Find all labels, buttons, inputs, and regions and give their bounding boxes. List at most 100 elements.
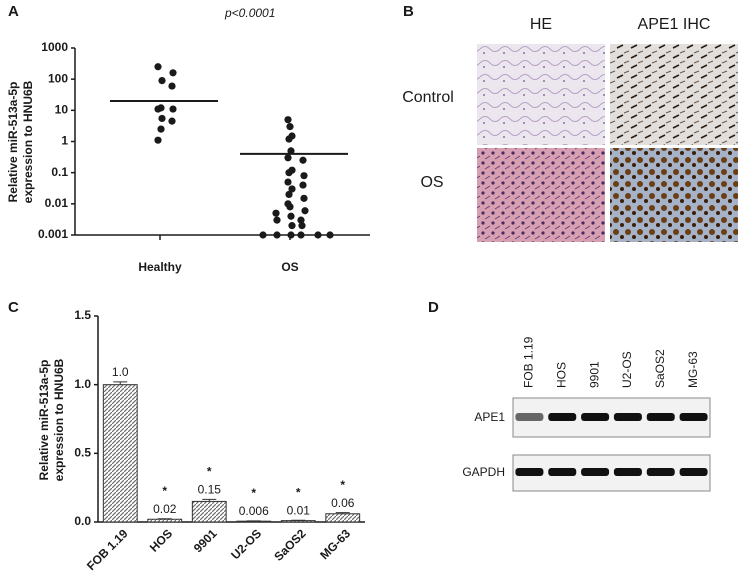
blot-band: [646, 468, 675, 476]
lane-label: 9901: [587, 361, 601, 388]
error-bar: [157, 518, 172, 520]
panel-d: D APE1 GAPDH FOB 1.19 HOS 9901 U2-OS SaOS2 MG…: [428, 299, 711, 492]
data-point: [288, 185, 296, 193]
row-label: Control: [402, 89, 454, 106]
x-tick-label: MG-63: [317, 526, 353, 562]
data-point: [314, 231, 322, 239]
lane-label: U2-OS: [620, 351, 634, 388]
data-point: [157, 125, 165, 133]
column-header: APE1 IHC: [638, 16, 711, 33]
blot-band: [613, 413, 642, 421]
data-point: [285, 190, 293, 199]
blot-band: [515, 468, 544, 476]
he-os-image: [477, 148, 605, 242]
data-point: [273, 231, 281, 239]
data-point: [297, 216, 305, 224]
error-bar: [335, 512, 350, 514]
value-label: 0.01: [287, 503, 311, 517]
data-point: [299, 181, 307, 189]
value-label: 1.0: [112, 365, 129, 379]
bar: [325, 513, 361, 523]
bar: [191, 500, 227, 523]
data-point: [259, 231, 267, 239]
data-point: [284, 116, 292, 124]
data-point: [169, 69, 177, 77]
data-point: [287, 231, 295, 239]
data-point: [300, 172, 308, 180]
y-tick-label: 0.0: [74, 514, 91, 528]
significance-marker: *: [162, 484, 167, 498]
panel-letter: C: [8, 299, 19, 316]
ihc-control-image: [610, 44, 738, 145]
blot-band: [613, 468, 642, 476]
blot-band: [515, 413, 544, 421]
data-point: [326, 231, 334, 239]
data-point: [287, 212, 295, 220]
data-point: [154, 136, 162, 144]
bar: [147, 518, 183, 523]
panel-letter: A: [8, 3, 19, 20]
column-header: HE: [530, 16, 552, 33]
significance-marker: *: [207, 465, 212, 479]
y-tick-label: 1.5: [74, 308, 91, 322]
data-point: [299, 156, 307, 164]
data-point: [272, 209, 280, 217]
data-point: [300, 194, 308, 202]
x-tick-label: OS: [281, 260, 298, 274]
error-bar: [202, 498, 217, 502]
y-axis-label: expression to HNU6B: [52, 358, 66, 481]
he-control-image: [477, 44, 605, 145]
value-label: 0.15: [198, 483, 222, 497]
blot-band: [548, 468, 577, 476]
significance-marker: *: [251, 486, 256, 500]
blot-band: [679, 468, 708, 476]
value-label: 0.06: [331, 496, 355, 510]
blot-row-label: APE1: [474, 410, 505, 424]
x-tick-label: 9901: [191, 526, 220, 555]
blot-band: [679, 413, 708, 421]
data-point: [284, 154, 292, 162]
y-tick-label: 1: [61, 134, 68, 148]
data-point: [168, 117, 176, 125]
data-point: [168, 82, 176, 90]
data-point: [284, 178, 292, 186]
y-tick-label: 1.0: [74, 377, 91, 391]
blot-band: [581, 413, 610, 421]
annotation: p<0.0001: [224, 6, 275, 20]
data-point: [288, 222, 296, 230]
panel-b: B HE APE1 IHC Control OS: [402, 3, 738, 242]
panel-letter: B: [403, 3, 414, 20]
blot-band: [646, 413, 675, 421]
y-axis-label: Relative miR-513a-5p: [37, 360, 51, 481]
bar: [280, 520, 316, 523]
x-tick-label: HOS: [147, 526, 175, 554]
lane-label: HOS: [554, 362, 568, 388]
y-tick-label: 0.5: [74, 446, 91, 460]
blot-gapdh: [512, 454, 711, 492]
value-label: 0.006: [239, 504, 269, 518]
data-point: [286, 203, 294, 211]
y-axis-label: Relative miR-513a-5p: [6, 82, 20, 203]
bar: [102, 384, 138, 523]
y-tick-label: 0.001: [38, 227, 68, 241]
data-point: [298, 222, 306, 230]
lane-label: FOB 1.19: [522, 336, 536, 388]
x-tick-label: FOB 1.19: [84, 526, 131, 573]
blot-ape1: [512, 397, 711, 438]
y-tick-label: 0.1: [51, 165, 68, 179]
data-point: [169, 105, 177, 113]
blot-band: [548, 413, 577, 421]
x-tick-label: Healthy: [138, 260, 182, 274]
significance-marker: *: [296, 485, 301, 499]
blot-row-label: GAPDH: [462, 465, 505, 479]
value-label: 0.02: [153, 502, 177, 516]
data-point: [158, 114, 166, 123]
data-point: [158, 76, 166, 85]
y-tick-label: 1000: [41, 40, 68, 54]
data-point: [154, 63, 162, 71]
lane-label: MG-63: [686, 351, 700, 388]
x-tick-label: U2-OS: [228, 526, 264, 562]
y-tick-label: 100: [48, 71, 68, 85]
y-axis-label: expression to HNU6B: [21, 80, 35, 203]
